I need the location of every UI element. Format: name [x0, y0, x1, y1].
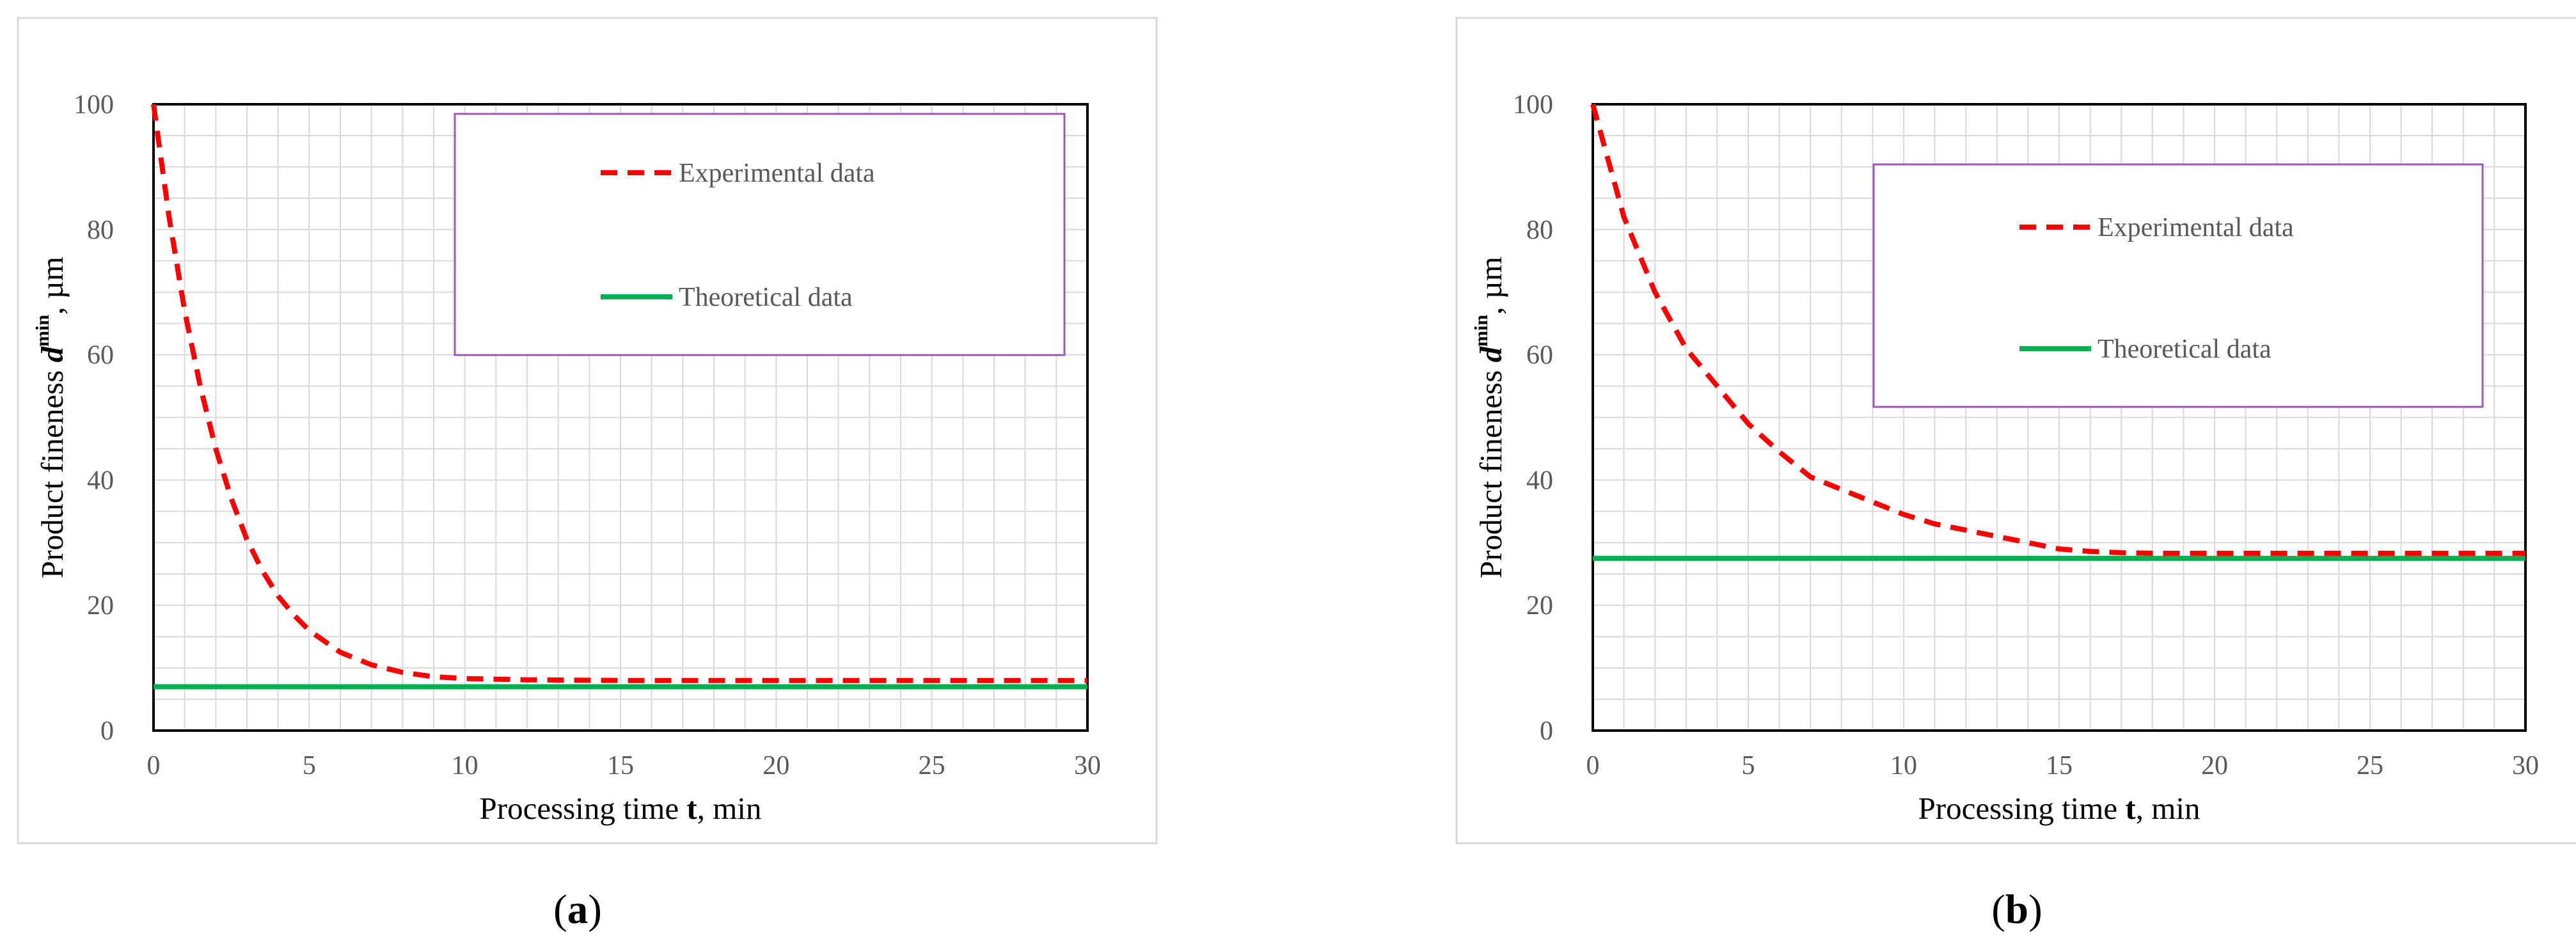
x-tick-label: 5 [1742, 751, 1755, 780]
x-axis-title-variable: t [686, 791, 697, 826]
caption-open-paren: ( [553, 887, 567, 933]
y-tick-label: 60 [1526, 341, 1553, 370]
x-tick-label: 20 [763, 751, 789, 780]
caption-close-paren: ) [2028, 887, 2043, 933]
legend: Experimental data Theoretical data [1872, 163, 2484, 408]
x-tick-label: 0 [1586, 751, 1600, 780]
chart-panel-b: 0 5 10 15 20 25 30 0 20 40 60 80 100 Processing time … [1455, 17, 2576, 933]
y-tick-label: 40 [87, 466, 114, 495]
y-tick-label: 80 [87, 216, 114, 245]
panel-caption: (b) [1991, 887, 2042, 933]
legend-box [454, 113, 1066, 356]
chart-frame [1455, 17, 2576, 844]
panel-caption: (a) [553, 887, 602, 933]
x-tick-label: 5 [303, 751, 316, 780]
y-tick-label: 100 [1513, 90, 1553, 120]
y-axis-title-prefix: Product fineness [35, 362, 70, 578]
x-axis-title: Processing time t, min [480, 791, 762, 826]
y-axis-title: Product fineness dmin, µm [1471, 257, 1508, 578]
y-axis-title-suffix: , µm [1473, 257, 1508, 315]
caption-open-paren: ( [1991, 887, 2005, 933]
x-tick-label: 10 [452, 751, 478, 780]
y-axis-title-prefix: Product fineness [1473, 362, 1508, 578]
y-tick-label: 80 [1526, 216, 1553, 245]
x-axis-title: Processing time t, min [1918, 791, 2201, 826]
x-tick-label: 15 [607, 751, 634, 780]
legend-label: Theoretical data [2098, 335, 2272, 364]
y-axis-title-suffix: , µm [35, 257, 70, 315]
legend-label: Theoretical data [679, 283, 853, 312]
plot-area-border [152, 103, 1089, 732]
y-tick-label: 100 [74, 90, 114, 120]
x-tick-label: 25 [919, 751, 945, 780]
legend: Experimental data Theoretical data [454, 113, 1066, 356]
y-axis-title-superscript: min [32, 315, 53, 347]
y-tick-label: 20 [1526, 591, 1553, 621]
x-tick-label: 25 [2357, 751, 2383, 780]
x-axis-title-variable: t [2125, 791, 2136, 826]
caption-close-paren: ) [588, 887, 602, 933]
x-tick-label: 10 [1890, 751, 1917, 780]
y-tick-label: 20 [87, 591, 114, 621]
chart-panel-a: 0 5 10 15 20 25 30 0 20 40 60 80 100 Processing time … [17, 17, 1158, 933]
y-axis-title: Product fineness dmin, µm [32, 257, 70, 578]
y-tick-label: 60 [87, 341, 114, 370]
x-tick-label: 0 [147, 751, 161, 780]
plot-area-border [1592, 103, 2527, 732]
y-tick-label: 40 [1526, 466, 1553, 495]
y-axis-title-variable: d [1473, 345, 1508, 362]
y-tick-label: 0 [1540, 716, 1553, 746]
x-axis-title-suffix: , min [697, 791, 762, 826]
x-axis-title-prefix: Processing time [480, 791, 687, 826]
y-axis-title-variable: d [35, 345, 70, 362]
x-tick-label: 30 [2512, 751, 2539, 780]
experimental-data-line [151, 104, 1087, 683]
x-tick-label: 30 [1074, 751, 1101, 780]
legend-label: Experimental data [2098, 213, 2294, 242]
legend-box [1872, 163, 2484, 408]
caption-letter: a [567, 887, 589, 933]
caption-letter: b [2005, 887, 2028, 933]
y-tick-label: 0 [100, 716, 114, 746]
experimental-data-line [1590, 103, 2525, 556]
legend-label: Experimental data [679, 159, 875, 188]
x-axis-title-prefix: Processing time [1918, 791, 2126, 826]
x-tick-label: 15 [2046, 751, 2073, 780]
x-axis-title-suffix: , min [2136, 791, 2201, 826]
x-tick-label: 20 [2201, 751, 2228, 780]
y-axis-title-superscript: min [1471, 315, 1492, 347]
